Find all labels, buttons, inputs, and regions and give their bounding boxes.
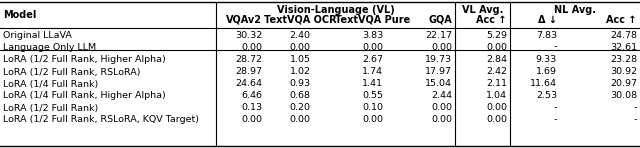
Text: 32.61: 32.61 [610,42,637,52]
Text: 1.04: 1.04 [486,91,507,100]
Text: Δ ↓: Δ ↓ [538,15,557,25]
Text: 0.00: 0.00 [431,103,452,112]
Text: LoRA (1/2 Full Rank, RSLoRA): LoRA (1/2 Full Rank, RSLoRA) [3,67,141,77]
Text: -: - [634,103,637,112]
Text: 0.00: 0.00 [431,115,452,124]
Text: 20.97: 20.97 [610,79,637,89]
Text: 2.11: 2.11 [486,79,507,89]
Text: Language Only LLM: Language Only LLM [3,42,96,52]
Text: 1.69: 1.69 [536,67,557,77]
Text: Original LLaVA: Original LLaVA [3,30,72,40]
Text: 0.68: 0.68 [289,91,310,100]
Text: LoRA (1/2 Full Rank, RSLoRA, KQV Target): LoRA (1/2 Full Rank, RSLoRA, KQV Target) [3,115,199,124]
Text: 23.28: 23.28 [610,56,637,65]
Text: 1.74: 1.74 [362,67,383,77]
Text: 9.33: 9.33 [536,56,557,65]
Text: 0.00: 0.00 [289,115,310,124]
Text: 1.05: 1.05 [289,56,310,65]
Text: 28.97: 28.97 [235,67,262,77]
Text: 2.44: 2.44 [431,91,452,100]
Text: GQA: GQA [428,15,452,25]
Text: 6.46: 6.46 [241,91,262,100]
Text: 0.55: 0.55 [362,91,383,100]
Text: 15.04: 15.04 [425,79,452,89]
Text: LoRA (1/4 Full Rank): LoRA (1/4 Full Rank) [3,79,99,89]
Text: TextVQA OCR: TextVQA OCR [264,15,336,25]
Text: 1.02: 1.02 [289,67,310,77]
Text: 28.72: 28.72 [235,56,262,65]
Text: Acc ↑: Acc ↑ [607,15,637,25]
Text: 2.67: 2.67 [362,56,383,65]
Text: 17.97: 17.97 [425,67,452,77]
Text: 30.32: 30.32 [235,30,262,40]
Text: 0.00: 0.00 [241,115,262,124]
Text: 19.73: 19.73 [425,56,452,65]
Text: 1.41: 1.41 [362,79,383,89]
Text: TextVQA Pure: TextVQA Pure [335,15,410,25]
Text: 0.10: 0.10 [362,103,383,112]
Text: 0.00: 0.00 [362,42,383,52]
Text: 30.92: 30.92 [610,67,637,77]
Text: 0.93: 0.93 [289,79,310,89]
Text: LoRA (1/4 Full Rank, Higher Alpha): LoRA (1/4 Full Rank, Higher Alpha) [3,91,166,100]
Text: 2.53: 2.53 [536,91,557,100]
Text: 0.00: 0.00 [431,42,452,52]
Text: 0.00: 0.00 [486,115,507,124]
Text: NL Avg.: NL Avg. [554,5,596,15]
Text: -: - [554,115,557,124]
Text: 0.00: 0.00 [289,42,310,52]
Text: 2.84: 2.84 [486,56,507,65]
Text: 0.00: 0.00 [486,42,507,52]
Text: 0.20: 0.20 [289,103,310,112]
Text: VL Avg.: VL Avg. [462,5,503,15]
Text: 2.40: 2.40 [289,30,310,40]
Text: 30.08: 30.08 [610,91,637,100]
Text: Vision-Language (VL): Vision-Language (VL) [276,5,394,15]
Text: 5.29: 5.29 [486,30,507,40]
Text: 0.00: 0.00 [486,103,507,112]
Text: 24.78: 24.78 [610,30,637,40]
Text: LoRA (1/2 Full Rank): LoRA (1/2 Full Rank) [3,103,99,112]
Text: VQAv2: VQAv2 [226,15,262,25]
Text: 11.64: 11.64 [530,79,557,89]
Text: LoRA (1/2 Full Rank, Higher Alpha): LoRA (1/2 Full Rank, Higher Alpha) [3,56,166,65]
Text: Acc ↑: Acc ↑ [477,15,507,25]
Text: 0.00: 0.00 [362,115,383,124]
Text: Model: Model [3,10,36,20]
Text: 0.13: 0.13 [241,103,262,112]
Text: 0.00: 0.00 [241,42,262,52]
Text: 3.83: 3.83 [362,30,383,40]
Text: 7.83: 7.83 [536,30,557,40]
Text: 24.64: 24.64 [235,79,262,89]
Text: -: - [634,115,637,124]
Text: 2.42: 2.42 [486,67,507,77]
Text: -: - [554,103,557,112]
Text: -: - [554,42,557,52]
Text: 22.17: 22.17 [425,30,452,40]
